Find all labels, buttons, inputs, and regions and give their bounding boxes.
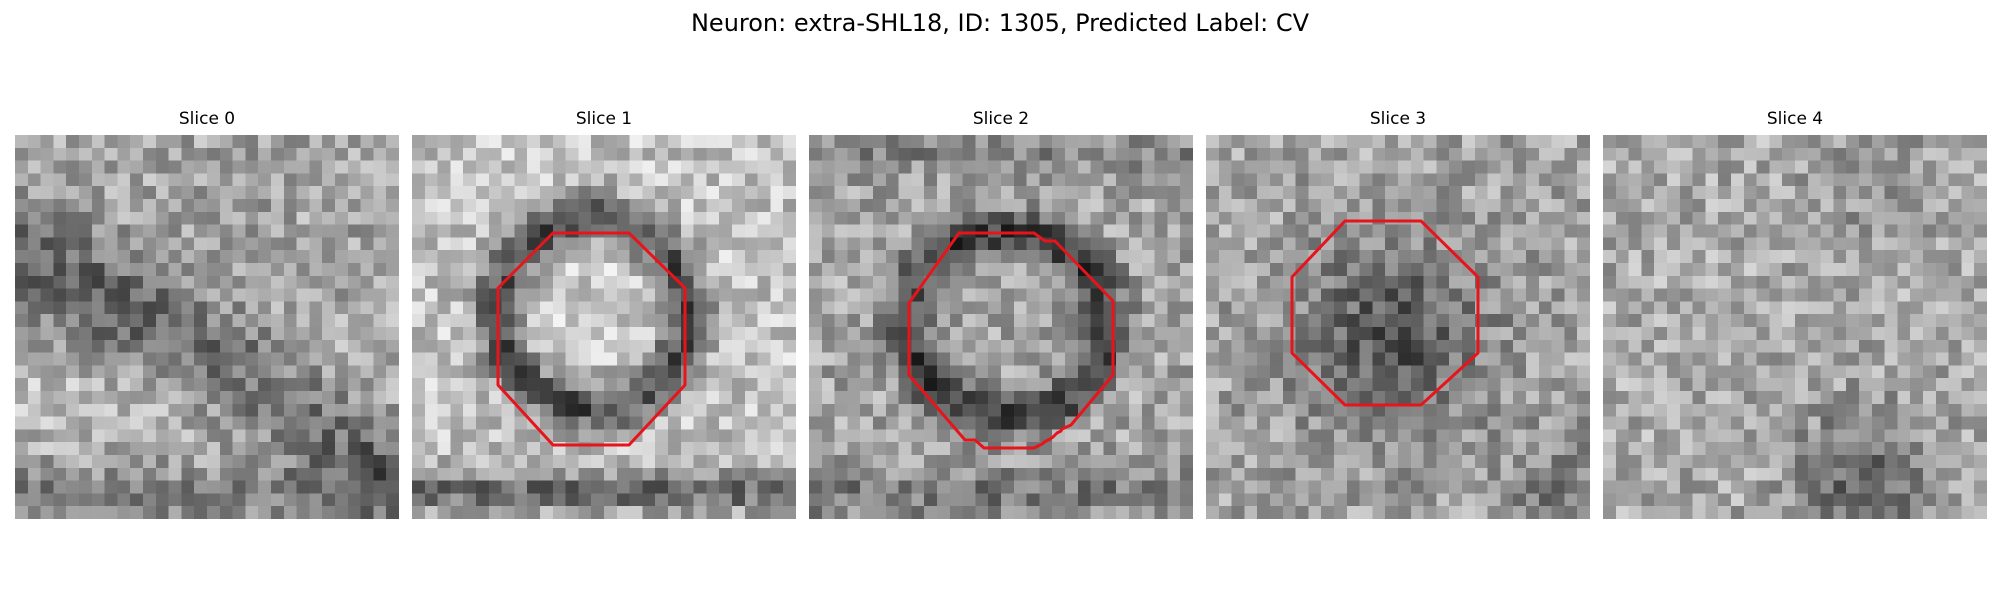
slice-title-3: Slice 3 <box>1206 107 1590 131</box>
contour-overlay-1 <box>412 135 796 519</box>
figure-title: Neuron: extra-SHL18, ID: 1305, Predicted… <box>0 6 2000 40</box>
slice-panel-4: Slice 4 <box>1603 107 1987 521</box>
contour-outline-1 <box>498 233 685 445</box>
slice-title-4: Slice 4 <box>1603 107 1987 131</box>
slice-panel-3: Slice 3 <box>1206 107 1590 521</box>
slice-image-0 <box>15 135 399 519</box>
slice-title-2: Slice 2 <box>809 107 1193 131</box>
slice-panel-0: Slice 0 <box>15 107 399 521</box>
contour-outline-3 <box>1292 221 1478 405</box>
contour-overlay-2 <box>809 135 1193 519</box>
slice-title-0: Slice 0 <box>15 107 399 131</box>
slice-title-1: Slice 1 <box>412 107 796 131</box>
slice-panel-2: Slice 2 <box>809 107 1193 521</box>
slice-image-4 <box>1603 135 1987 519</box>
slice-panel-1: Slice 1 <box>412 107 796 521</box>
contour-outline-2 <box>909 233 1113 448</box>
contour-overlay-3 <box>1206 135 1590 519</box>
